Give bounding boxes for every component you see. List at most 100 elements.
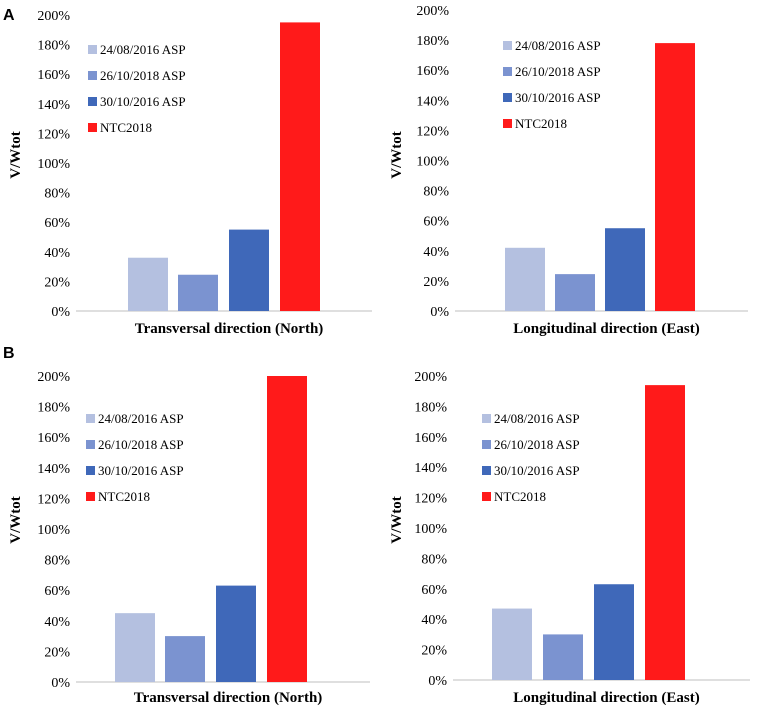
bar-ntc2018 [267, 376, 307, 682]
legend-swatch [503, 119, 512, 128]
y-tick-label: 80% [44, 554, 70, 569]
y-tick-label: 180% [37, 39, 70, 54]
legend-label: 24/08/2016 ASP [98, 411, 184, 426]
bar-chart-1: 0% 20% 40% 60% 80% 100% 120% 140% 160% 180% 200% 24… [8, 9, 372, 337]
bar-24-08-2016-asp [128, 257, 168, 311]
y-tick-label: 140% [416, 94, 449, 109]
y-tick-label: 0% [51, 676, 70, 691]
y-tick-label: 100% [414, 522, 447, 537]
bar-26-10-2018-asp [555, 274, 595, 311]
y-tick-label: 120% [37, 127, 70, 142]
y-tick-label: 20% [421, 644, 447, 659]
legend-swatch [482, 466, 491, 475]
y-tick-label: 180% [414, 400, 447, 415]
y-tick-label: 0% [428, 674, 447, 689]
bar-30-10-2016-asp [605, 228, 645, 311]
legend-label: 30/10/2016 ASP [100, 94, 186, 109]
y-tick-label: 160% [37, 68, 70, 83]
charts-container: 0% 20% 40% 60% 80% 100% 120% 140% 160% 180% 200% 24… [8, 4, 750, 706]
bar-chart-2: 0% 20% 40% 60% 80% 100% 120% 140% 160% 180% 200% 24… [389, 4, 748, 337]
y-tick-label: 20% [423, 275, 449, 290]
y-tick-label: 200% [37, 9, 70, 24]
legend-label: 24/08/2016 ASP [494, 411, 580, 426]
bar-ntc2018 [645, 385, 685, 680]
x-axis-label: Longitudinal direction (East) [513, 690, 699, 706]
y-tick-label: 40% [44, 246, 70, 261]
legend-label: 26/10/2018 ASP [98, 437, 184, 452]
bar-26-10-2018-asp [165, 636, 205, 682]
legend-swatch [482, 414, 491, 423]
legend-label: 26/10/2018 ASP [515, 64, 601, 79]
y-tick-label: 100% [37, 157, 70, 172]
y-tick-label: 160% [416, 64, 449, 79]
x-axis-label: Transversal direction (North) [134, 690, 323, 706]
y-tick-label: 60% [423, 215, 449, 230]
y-axis-label: V/Wtot [389, 496, 405, 544]
y-tick-label: 200% [37, 370, 70, 385]
bar-chart-3: 0% 20% 40% 60% 80% 100% 120% 140% 160% 180% 200% 24… [8, 370, 370, 706]
y-tick-label: 100% [37, 523, 70, 538]
y-tick-label: 200% [416, 4, 449, 19]
bar-24-08-2016-asp [115, 613, 155, 682]
y-tick-label: 160% [414, 431, 447, 446]
y-axis-label: V/Wtot [389, 131, 405, 179]
bar-30-10-2016-asp [594, 584, 634, 680]
legend-label: NTC2018 [100, 120, 152, 135]
y-tick-label: 120% [37, 492, 70, 507]
bar-24-08-2016-asp [505, 247, 545, 311]
y-tick-label: 60% [421, 583, 447, 598]
legend-swatch [86, 466, 95, 475]
legend-label: 26/10/2018 ASP [494, 437, 580, 452]
y-tick-label: 40% [421, 613, 447, 628]
y-tick-label: 140% [414, 461, 447, 476]
legend-swatch [88, 71, 97, 80]
legend-swatch [503, 41, 512, 50]
y-tick-label: 140% [37, 98, 70, 113]
y-tick-label: 200% [414, 370, 447, 385]
x-axis-label: Transversal direction (North) [135, 321, 324, 337]
legend-swatch [88, 45, 97, 54]
y-tick-label: 80% [44, 187, 70, 202]
x-axis-label: Longitudinal direction (East) [513, 321, 699, 337]
legend-swatch [482, 492, 491, 501]
y-tick-label: 60% [44, 584, 70, 599]
legend-label: 30/10/2016 ASP [515, 90, 601, 105]
bar-24-08-2016-asp [492, 608, 532, 680]
panel-label-b: B [3, 345, 15, 362]
legend-label: 26/10/2018 ASP [100, 68, 186, 83]
legend-swatch [86, 440, 95, 449]
y-tick-label: 160% [37, 431, 70, 446]
y-tick-label: 140% [37, 462, 70, 477]
bar-26-10-2018-asp [178, 274, 218, 311]
legend-swatch [503, 93, 512, 102]
legend-label: NTC2018 [494, 489, 546, 504]
y-tick-label: 180% [37, 401, 70, 416]
legend-swatch [86, 492, 95, 501]
legend-swatch [503, 67, 512, 76]
bar-30-10-2016-asp [216, 585, 256, 682]
y-tick-label: 0% [430, 305, 449, 320]
y-tick-label: 120% [416, 124, 449, 139]
bar-chart-4: 0% 20% 40% 60% 80% 100% 120% 140% 160% 180% 200% 24… [389, 370, 750, 706]
legend-swatch [86, 414, 95, 423]
y-tick-label: 20% [44, 645, 70, 660]
bar-26-10-2018-asp [543, 634, 583, 680]
legend-label: 30/10/2016 ASP [98, 463, 184, 478]
y-tick-label: 40% [44, 615, 70, 630]
legend-swatch [88, 97, 97, 106]
y-tick-label: 180% [416, 34, 449, 49]
y-tick-label: 60% [44, 216, 70, 231]
y-tick-label: 40% [423, 245, 449, 260]
y-tick-label: 100% [416, 155, 449, 170]
bar-ntc2018 [655, 43, 695, 312]
y-tick-label: 0% [51, 305, 70, 320]
legend-label: 24/08/2016 ASP [100, 42, 186, 57]
legend-swatch [88, 123, 97, 132]
y-tick-label: 80% [421, 552, 447, 567]
legend-label: 30/10/2016 ASP [494, 463, 580, 478]
legend-label: NTC2018 [98, 489, 150, 504]
y-axis-label: V/Wtot [8, 496, 24, 544]
bar-ntc2018 [280, 22, 320, 312]
legend-label: NTC2018 [515, 116, 567, 131]
